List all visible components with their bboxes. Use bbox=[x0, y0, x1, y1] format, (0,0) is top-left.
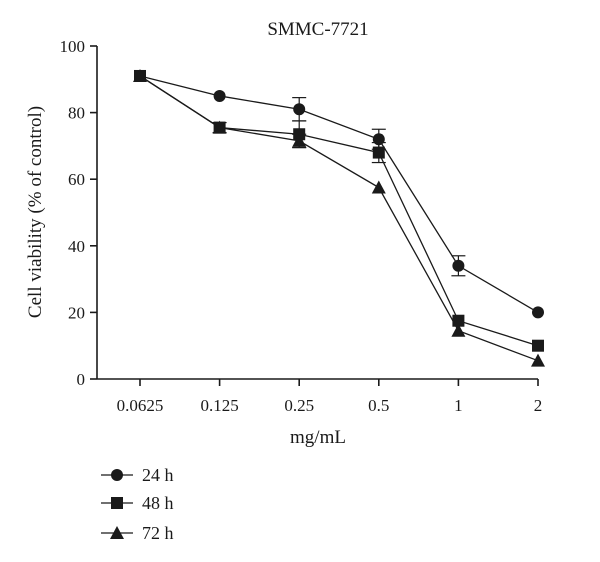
data-point bbox=[531, 353, 545, 367]
data-point bbox=[292, 133, 307, 147]
legend-marker bbox=[111, 469, 123, 481]
y-tick-label: 100 bbox=[60, 37, 86, 56]
legend-label: 72 h bbox=[142, 523, 174, 543]
y-tick-label: 80 bbox=[68, 104, 85, 123]
data-point bbox=[133, 68, 147, 82]
legend-label: 24 h bbox=[142, 465, 174, 485]
x-tick-label: 0.5 bbox=[368, 396, 389, 415]
y-tick-label: 20 bbox=[68, 303, 85, 322]
data-point bbox=[213, 89, 226, 102]
y-tick-label: 60 bbox=[68, 170, 85, 189]
series-line bbox=[139, 75, 539, 347]
x-tick-label: 0.125 bbox=[200, 396, 238, 415]
axes: 0 20 40 60 80 100 0.0625 0.125 0.25 0.5 1 2 bbox=[60, 37, 543, 415]
series-layer bbox=[133, 68, 545, 367]
series-1 bbox=[134, 69, 544, 319]
data-point bbox=[372, 146, 385, 159]
x-tick-label: 0.25 bbox=[284, 396, 314, 415]
series-line bbox=[139, 75, 539, 313]
data-point bbox=[532, 306, 544, 319]
x-tick-label: 1 bbox=[454, 396, 463, 415]
data-point bbox=[451, 323, 466, 337]
series-line bbox=[139, 75, 539, 362]
data-point bbox=[371, 180, 386, 194]
x-axis-label: mg/mL bbox=[290, 427, 346, 448]
legend-marker bbox=[111, 497, 123, 509]
data-point bbox=[212, 120, 227, 134]
y-axis-label: Cell viability (% of control) bbox=[25, 106, 46, 318]
x-tick-label: 2 bbox=[534, 396, 543, 415]
legend-entry: 24 h bbox=[101, 465, 174, 485]
y-tick-label: 0 bbox=[77, 370, 86, 389]
legend-marker bbox=[110, 526, 124, 539]
chart-title: SMMC-7721 bbox=[267, 19, 368, 40]
data-point bbox=[452, 314, 465, 327]
y-tick-label: 40 bbox=[68, 237, 85, 256]
legend-entry: 72 h bbox=[101, 523, 174, 543]
series-3 bbox=[133, 68, 545, 367]
legend: 24 h 48 h 72 h bbox=[101, 465, 174, 543]
data-point bbox=[293, 103, 306, 116]
x-tick-label: 0.0625 bbox=[117, 396, 164, 415]
legend-label: 48 h bbox=[142, 493, 174, 513]
data-point bbox=[452, 259, 465, 272]
data-point bbox=[532, 339, 544, 352]
legend-entry: 48 h bbox=[101, 493, 174, 513]
